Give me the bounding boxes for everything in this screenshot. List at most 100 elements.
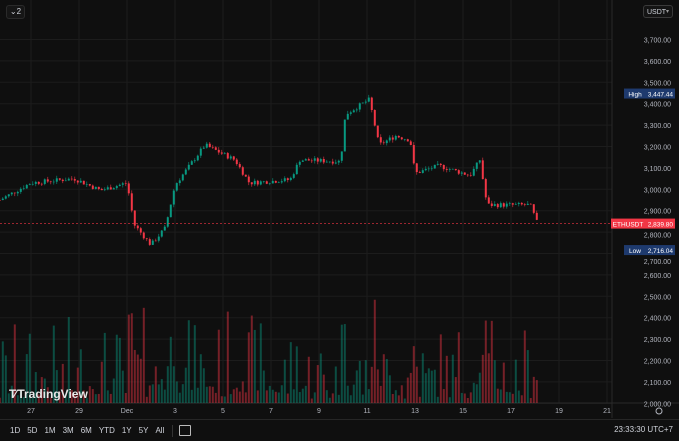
volume-bar [130, 313, 133, 403]
time-tick-label: 27 [27, 408, 35, 415]
low-price-value: 2,716.04 [648, 248, 674, 255]
candle-body [13, 192, 16, 194]
volume-bar [268, 385, 271, 403]
volume-bar [502, 362, 505, 403]
candle-body [112, 188, 115, 190]
currency-select[interactable]: USDT ▾ [643, 5, 673, 18]
candle-body [82, 180, 85, 185]
candle-body [166, 217, 169, 227]
candle-body [385, 140, 388, 144]
candle-body [337, 160, 340, 163]
time-tick-label: 7 [269, 408, 273, 415]
candle-body [328, 161, 331, 163]
candle-body [469, 175, 472, 176]
candle-body [0, 200, 1, 201]
legend-count: 2 [16, 7, 22, 16]
candle-body [313, 158, 316, 161]
candle-body [292, 174, 295, 178]
brand-name: TradingView [17, 387, 88, 401]
candle-body [262, 181, 265, 182]
volume-bar [124, 393, 127, 403]
range-all[interactable]: All [155, 426, 165, 435]
time-axis[interactable]: 27 29 Dec 3 5 7 9 11 13 15 17 19 21 [27, 407, 663, 415]
range-3m[interactable]: 3M [62, 426, 74, 435]
volume-bar [91, 389, 94, 403]
volume-bar [334, 366, 337, 403]
price-chart[interactable]: 3,700.00 3,600.00 3,500.00 3,400.00 3,300.00… [0, 0, 679, 418]
candle-body [121, 183, 124, 185]
volume-bar [112, 378, 115, 403]
candle-body [115, 186, 118, 189]
candle-body [376, 125, 379, 138]
price-tick-label: 3,000.00 [644, 187, 671, 194]
volume-bar [73, 393, 76, 403]
range-ytd[interactable]: YTD [98, 426, 115, 435]
candle-body [397, 135, 400, 138]
candle-body [217, 149, 220, 153]
volume-bar [517, 390, 520, 403]
candle-body [199, 148, 202, 156]
range-1m[interactable]: 1M [44, 426, 56, 435]
volume-bar [223, 396, 226, 403]
price-tick-label: 2,600.00 [644, 273, 671, 280]
candle-body [220, 152, 223, 154]
volume-bar [247, 332, 250, 403]
volume-bar [127, 314, 130, 403]
grid-lines [0, 0, 679, 418]
volume-bars [0, 299, 538, 403]
volume-bar [394, 390, 397, 403]
candle-body [280, 181, 283, 183]
volume-bar [310, 398, 313, 403]
range-5y[interactable]: 5Y [138, 426, 149, 435]
low-price-tag-label: Low [629, 248, 641, 255]
high-price-value-bg [646, 88, 675, 99]
volume-bar [280, 385, 283, 403]
last-price-value: 2,839.80 [648, 222, 674, 229]
volume-bar [28, 333, 31, 403]
volume-bar [229, 394, 232, 403]
volume-bar [184, 367, 187, 403]
volume-bar [520, 395, 523, 403]
legend-toggle-button[interactable]: ⌄2 [6, 5, 25, 19]
volume-bar [214, 392, 217, 403]
candle-body [64, 180, 67, 182]
volume-bar [529, 398, 532, 403]
price-tick-label: 2,000.00 [644, 401, 671, 408]
candle-body [409, 141, 412, 146]
candle-body [355, 109, 358, 111]
range-1d[interactable]: 1D [10, 426, 21, 435]
candle-body [289, 177, 292, 181]
tradingview-logo-icon: T⁄ [9, 387, 16, 401]
price-tick-label: 3,100.00 [644, 166, 671, 173]
volume-bar [484, 320, 487, 403]
candle-body [184, 169, 187, 175]
volume-bar [442, 389, 445, 403]
volume-bar [61, 363, 64, 403]
candle-body [253, 180, 256, 185]
candle-body [391, 137, 394, 140]
clock-timezone[interactable]: 23:33:30 UTC+7 [614, 425, 673, 434]
candle-body [448, 169, 451, 170]
candle-body [340, 151, 343, 161]
candle-body [412, 145, 415, 164]
volume-bar [205, 386, 208, 403]
calendar-goto-date-icon[interactable] [179, 425, 192, 436]
price-axis[interactable]: 3,700.00 3,600.00 3,500.00 3,400.00 3,300.00… [611, 38, 675, 409]
candle-body [127, 183, 130, 194]
range-6m[interactable]: 6M [80, 426, 92, 435]
candle-body [517, 202, 520, 204]
volume-bar [457, 332, 460, 403]
range-1y[interactable]: 1Y [121, 426, 132, 435]
candles [0, 94, 612, 246]
chevron-down-icon: ⌄ [9, 7, 17, 16]
time-tick-label: 5 [221, 408, 225, 415]
settings-gear-icon[interactable] [655, 407, 663, 415]
candle-body [49, 181, 52, 183]
candle-body [1, 198, 4, 201]
volume-bar [10, 385, 13, 403]
volume-bar [40, 377, 43, 403]
volume-bar [481, 354, 484, 403]
candle-body [76, 180, 79, 183]
range-5d[interactable]: 5D [27, 426, 38, 435]
volume-bar [109, 393, 112, 403]
